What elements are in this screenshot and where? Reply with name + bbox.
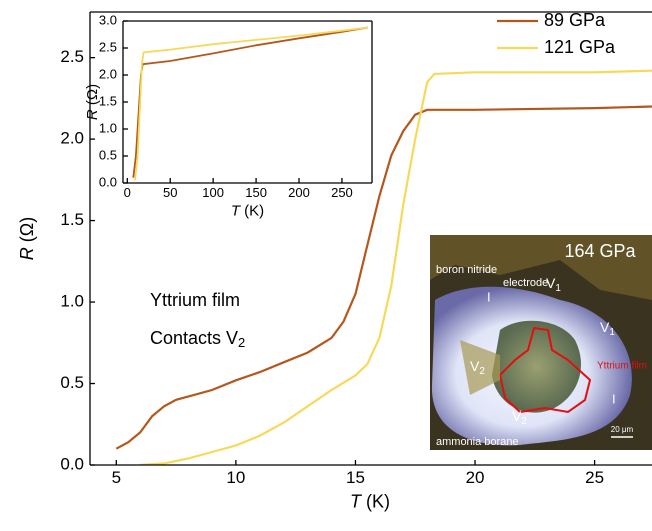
x-tick-label: 50 xyxy=(163,185,177,200)
x-tick-label: 200 xyxy=(288,185,310,200)
photo-label: ammonia borane xyxy=(436,436,519,448)
legend-label: 89 GPa xyxy=(544,10,606,30)
inset-background xyxy=(123,21,372,183)
y-tick-label: 1.0 xyxy=(60,292,84,311)
axis-symbol: R xyxy=(84,109,101,120)
series-line xyxy=(132,26,368,178)
axis-unit: (K) xyxy=(244,203,264,220)
photo-label: I xyxy=(612,391,616,406)
axis-unit: (Ω) xyxy=(84,84,101,105)
y-tick-label: 2.0 xyxy=(60,129,84,148)
photo-label: Yttrium film xyxy=(597,361,647,372)
x-tick-label: 10 xyxy=(226,468,245,487)
series-line xyxy=(134,26,368,181)
y-tick-label: 0.5 xyxy=(99,147,117,162)
photo-pressure: 164 GPa xyxy=(564,241,636,261)
x-tick-label: 150 xyxy=(245,185,267,200)
x-tick-label: 20 xyxy=(466,468,485,487)
series-line xyxy=(140,69,652,465)
legend-label: 121 GPa xyxy=(544,37,616,57)
x-tick-label: 15 xyxy=(346,468,365,487)
x-axis-label: T (K) xyxy=(231,203,264,220)
x-axis-label: T (K) xyxy=(350,491,390,511)
photo: 164 GPa boron nitride electrode V1 V1 V2… xyxy=(430,235,652,450)
plot: 0 50 100 150 200 250 0.0 0.5 1.0 1.5 2.0 2.5 3.0 T (K… xyxy=(84,12,373,220)
axis-symbol: T xyxy=(350,491,363,511)
y-tick-label: 1.5 xyxy=(99,93,117,108)
y-tick-label: 0.0 xyxy=(60,454,84,473)
photo-label: V2 xyxy=(470,358,485,377)
photo-label: V2 xyxy=(512,408,527,427)
annotation-sub: 2 xyxy=(238,335,245,350)
photo-label: V1 xyxy=(546,275,561,294)
photo-label: V1 xyxy=(600,319,615,338)
photo-label: boron nitride xyxy=(436,264,497,276)
axis-unit: (K) xyxy=(366,491,390,511)
x-tick-label: 100 xyxy=(202,185,224,200)
photo-label: electrode xyxy=(503,277,548,289)
annotation: Contacts V2 xyxy=(150,328,245,351)
axis-unit: (Ω) xyxy=(17,217,37,242)
y-tick-label: 2.0 xyxy=(99,66,117,81)
series-line xyxy=(115,105,652,450)
y-tick-label: 3.0 xyxy=(99,12,117,27)
x-tick-label: 25 xyxy=(585,468,604,487)
axis-symbol: T xyxy=(231,203,242,220)
y-tick-label: 1.0 xyxy=(99,120,117,135)
y-tick-label: 1.5 xyxy=(60,210,84,229)
photo-label: I xyxy=(487,289,491,304)
annotation-text: Contacts V xyxy=(150,328,238,348)
photo-scale: 20 μm xyxy=(611,425,634,434)
y-tick-label: 2.5 xyxy=(60,47,84,66)
annotation-text: Yttrium film xyxy=(150,290,240,310)
x-tick-label: 250 xyxy=(331,185,353,200)
x-tick-label: 0 xyxy=(124,185,131,200)
y-axis-label: R (Ω) xyxy=(84,84,101,120)
y-tick-label: 0.0 xyxy=(99,174,117,189)
annotation: Yttrium film xyxy=(150,290,240,310)
plot: 5 10 15 20 250.00.51.01.52.02.5T (K)R (Ω)89 … xyxy=(17,10,652,511)
axis-symbol: R xyxy=(17,247,37,260)
y-tick-label: 0.5 xyxy=(60,373,84,392)
x-tick-label: 5 xyxy=(112,468,121,487)
y-tick-label: 2.5 xyxy=(99,39,117,54)
y-axis-label: R (Ω) xyxy=(17,217,37,260)
